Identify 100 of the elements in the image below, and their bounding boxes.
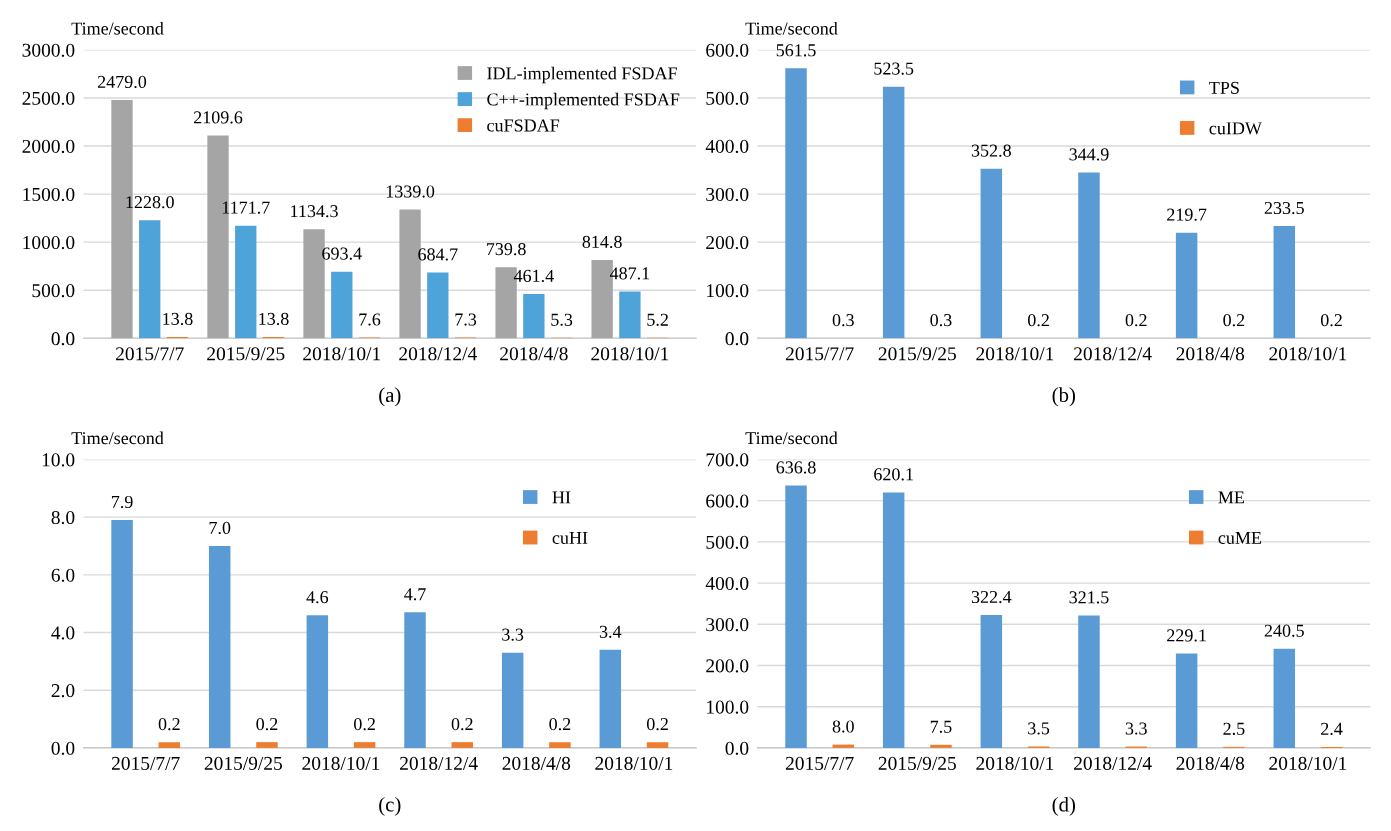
bar (523, 293, 545, 339)
x-tick-label: 2018/10/1 (302, 756, 380, 770)
y-tick-label: 1000.0 (23, 235, 75, 250)
y-tick-label: 500.0 (32, 284, 75, 298)
y-axis-title: Time/second (71, 21, 164, 35)
x-tick-label: 2015/7/7 (785, 347, 854, 361)
data-label: 5.2 (647, 313, 668, 326)
x-tick-label: 2015/9/25 (878, 347, 956, 361)
data-label: 240.5 (1264, 624, 1304, 637)
data-label: 322.4 (971, 590, 1012, 604)
data-label: 7.5 (930, 720, 952, 733)
x-tick-label: 2015/7/7 (785, 756, 854, 770)
y-tick-label: 0.0 (725, 741, 749, 755)
bar (256, 742, 278, 748)
data-label: 352.8 (971, 144, 1011, 157)
bar (331, 271, 353, 339)
data-label: 523.5 (874, 62, 914, 75)
bar (1078, 172, 1100, 339)
x-tick-label: 2018/12/4 (1074, 347, 1152, 361)
data-label: 0.3 (930, 313, 952, 327)
data-label: 8.0 (832, 720, 854, 733)
legend-label: cuFSDAF (487, 119, 560, 132)
data-label: 0.2 (549, 717, 571, 731)
bar (208, 545, 231, 748)
x-tick-label: 2018/12/4 (399, 347, 477, 361)
y-tick-label: 0.0 (51, 741, 75, 755)
y-tick-label: 500.0 (706, 91, 749, 105)
data-label: 0.2 (1320, 314, 1342, 327)
data-label: 739.8 (487, 242, 526, 256)
x-tick-label: 2018/4/8 (500, 347, 568, 361)
data-label: 620.1 (874, 468, 913, 481)
data-label: 13.8 (259, 312, 289, 326)
y-tick-label: 100.0 (707, 700, 749, 714)
bar (353, 742, 376, 748)
y-tick-label: 600.0 (706, 494, 749, 508)
y-tick-label: 400.0 (705, 576, 749, 591)
bar (619, 291, 641, 339)
bar (785, 68, 807, 339)
legend-label: cuIDW (1209, 122, 1262, 135)
legend-label: cuME (1218, 531, 1262, 544)
x-tick-label: 2018/10/1 (1269, 756, 1347, 770)
y-tick-label: 0.0 (51, 332, 75, 346)
bar (235, 225, 257, 339)
bar (882, 492, 905, 748)
bar (427, 272, 449, 339)
x-tick-label: 2018/12/4 (400, 756, 478, 770)
y-tick-label: 2000.0 (22, 139, 75, 154)
legend-label: C++-implemented FSDAF (487, 92, 680, 110)
data-label: 7.3 (455, 313, 477, 326)
y-tick-label: 100.0 (707, 284, 749, 298)
data-label: 13.8 (163, 312, 193, 326)
y-tick-label: 300.0 (706, 187, 749, 202)
bar (785, 485, 807, 748)
y-tick-label: 3000.0 (22, 43, 75, 57)
data-label: 0.3 (832, 313, 854, 327)
x-tick-label: 2018/4/8 (1176, 347, 1245, 361)
data-label: 1339.0 (386, 185, 435, 198)
data-label: 0.2 (158, 717, 180, 731)
y-tick-label: 10.0 (42, 453, 75, 467)
data-label: 814.8 (582, 235, 622, 249)
bar (1273, 648, 1296, 748)
bar (1175, 232, 1198, 339)
data-label: 0.2 (451, 717, 473, 731)
data-label: 5.3 (551, 313, 573, 326)
legend-label: IDL-implemented FSDAF (487, 66, 677, 84)
text: (c) (379, 796, 401, 816)
x-tick-label: 2015/9/25 (204, 756, 283, 770)
data-label: 636.8 (776, 461, 816, 474)
data-label: 7.0 (209, 521, 231, 535)
legend-label: HI (552, 491, 571, 504)
bar (1078, 615, 1100, 748)
data-label: 3.3 (1125, 722, 1147, 735)
y-tick-label: 200.0 (706, 659, 749, 673)
y-tick-label: 4.0 (51, 626, 75, 640)
bar (599, 649, 622, 748)
data-label: 2479.0 (97, 75, 147, 89)
x-tick-label: 2018/10/1 (1269, 347, 1347, 361)
bar (1175, 653, 1198, 748)
data-label: 0.2 (646, 717, 668, 731)
y-tick-label: 700.0 (706, 453, 749, 467)
bar (882, 86, 905, 339)
text: (a) (379, 387, 401, 407)
y-tick-label: 0.0 (725, 332, 749, 346)
data-label: 344.9 (1069, 148, 1109, 161)
data-label: 7.9 (111, 495, 133, 509)
y-tick-label: 6.0 (51, 568, 75, 582)
x-tick-label: 2015/7/7 (116, 347, 184, 361)
y-axis-title: Time/second (71, 431, 164, 445)
y-tick-label: 2.0 (51, 684, 75, 698)
data-label: 1171.7 (222, 201, 270, 214)
data-label: 0.2 (256, 717, 278, 731)
data-label: 3.3 (502, 628, 524, 641)
bar (1273, 226, 1296, 339)
data-label: 1228.0 (126, 196, 174, 209)
bar (549, 742, 571, 748)
y-tick-label: 600.0 (706, 43, 749, 57)
data-label: 487.1 (609, 267, 650, 280)
x-tick-label: 2018/10/1 (591, 347, 669, 361)
bar (306, 615, 329, 748)
y-tick-label: 2500.0 (22, 91, 75, 105)
